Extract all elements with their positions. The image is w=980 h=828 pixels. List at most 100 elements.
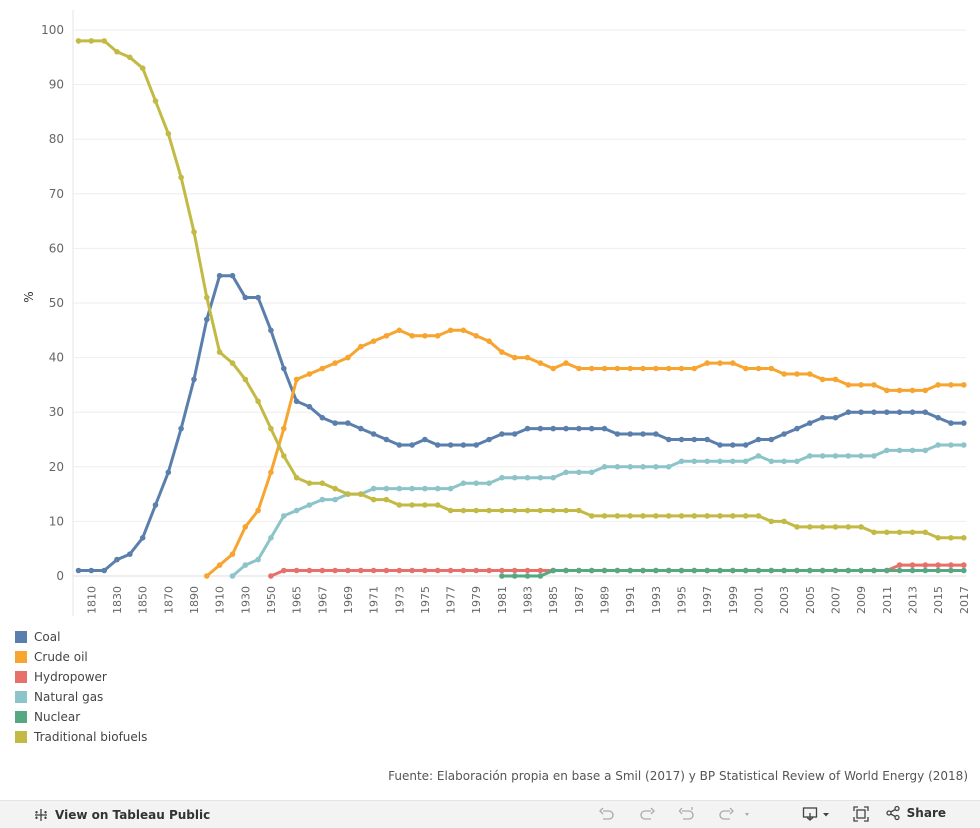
data-point-hydropower	[281, 567, 287, 574]
data-point-traditional-biofuels	[537, 507, 544, 514]
data-point-nuclear	[614, 567, 621, 574]
data-point-natural-gas	[640, 464, 646, 470]
data-point-coal	[717, 442, 723, 448]
x-tick-label: 1890	[188, 586, 201, 614]
data-point-traditional-biofuels	[961, 535, 967, 541]
legend-label: Coal	[34, 630, 61, 644]
data-point-hydropower	[422, 567, 428, 574]
data-point-crude-oil	[819, 376, 826, 383]
data-point-natural-gas	[422, 485, 428, 492]
data-point-coal	[511, 431, 518, 437]
data-point-natural-gas	[768, 458, 775, 465]
data-point-hydropower	[306, 567, 313, 574]
x-tick-label: 1971	[368, 586, 381, 614]
data-point-traditional-biofuels	[653, 513, 659, 519]
data-point-natural-gas	[537, 474, 544, 481]
data-point-traditional-biofuels	[627, 513, 633, 519]
legend-item-traditional-biofuels[interactable]: Traditional biofuels	[15, 727, 147, 747]
legend-label: Hydropower	[34, 670, 107, 684]
undo-icon[interactable]	[598, 805, 616, 823]
data-point-hydropower	[268, 573, 274, 579]
data-point-natural-gas	[447, 485, 454, 492]
data-point-nuclear	[499, 573, 505, 579]
line-chart: 0 10 20 30 40 50 60 70 80 90 100% 1810 1830 1850 1870 1…	[22, 10, 971, 616]
data-point-natural-gas	[665, 464, 672, 470]
data-point-traditional-biofuels	[730, 513, 736, 519]
data-point-traditional-biofuels	[191, 229, 197, 235]
data-point-traditional-biofuels	[114, 49, 120, 55]
view-on-tableau-button[interactable]: View on Tableau Public	[33, 807, 210, 823]
data-point-hydropower	[319, 567, 326, 574]
data-point-natural-gas	[961, 442, 967, 448]
data-point-crude-oil	[499, 349, 505, 355]
revert-icon[interactable]	[678, 805, 696, 823]
data-point-nuclear	[935, 567, 941, 574]
data-point-coal	[961, 420, 967, 426]
x-tick-label: 1967	[316, 586, 329, 614]
data-point-coal	[281, 365, 287, 372]
share-label: Share	[906, 806, 946, 820]
data-point-traditional-biofuels	[358, 491, 364, 497]
data-point-crude-oil	[345, 354, 351, 361]
data-point-natural-gas	[268, 535, 274, 541]
data-point-coal	[781, 431, 787, 437]
data-point-nuclear	[807, 567, 813, 574]
data-point-hydropower	[332, 567, 338, 574]
x-tick-label: 2017	[958, 586, 971, 614]
data-point-hydropower	[358, 567, 364, 574]
data-point-traditional-biofuels	[819, 524, 826, 530]
data-point-traditional-biofuels	[755, 513, 762, 519]
data-point-crude-oil	[807, 371, 813, 377]
data-point-crude-oil	[768, 365, 775, 372]
data-point-traditional-biofuels	[499, 507, 505, 514]
data-point-hydropower	[396, 567, 403, 574]
data-point-natural-gas	[909, 447, 916, 454]
data-point-natural-gas	[935, 442, 941, 448]
data-point-crude-oil	[319, 365, 326, 372]
data-point-traditional-biofuels	[614, 513, 621, 519]
data-point-coal	[614, 431, 621, 437]
download-icon[interactable]	[802, 805, 832, 823]
data-point-crude-oil	[460, 327, 467, 334]
data-point-coal	[550, 425, 556, 432]
data-point-hydropower	[486, 567, 492, 574]
data-point-traditional-biofuels	[409, 502, 415, 508]
fullscreen-icon[interactable]	[852, 805, 870, 823]
legend-item-natural-gas[interactable]: Natural gas	[15, 687, 147, 707]
data-point-coal	[576, 425, 582, 432]
data-point-hydropower	[948, 562, 954, 568]
data-point-coal	[101, 567, 107, 574]
pause-updates-icon[interactable]	[716, 805, 750, 823]
legend-item-hydropower[interactable]: Hydropower	[15, 667, 147, 687]
data-point-traditional-biofuels	[871, 529, 877, 536]
data-point-hydropower	[922, 562, 929, 568]
data-point-coal	[191, 376, 197, 383]
legend-swatch	[15, 671, 27, 683]
data-point-coal	[601, 425, 608, 432]
data-point-nuclear	[819, 567, 826, 574]
data-point-natural-gas	[460, 480, 467, 487]
data-point-traditional-biofuels	[742, 513, 749, 519]
legend-item-crude-oil[interactable]: Crude oil	[15, 647, 147, 667]
data-point-nuclear	[909, 567, 916, 574]
data-point-crude-oil	[871, 382, 877, 388]
data-point-natural-gas	[486, 480, 492, 487]
data-point-crude-oil	[755, 365, 762, 372]
data-point-crude-oil	[704, 360, 710, 366]
x-tick-label: 1999	[727, 586, 740, 614]
data-point-nuclear	[742, 567, 749, 574]
share-button[interactable]: Share	[885, 805, 946, 821]
data-point-traditional-biofuels	[563, 507, 569, 514]
data-point-coal	[88, 567, 95, 574]
data-point-coal	[242, 294, 249, 301]
data-point-traditional-biofuels	[139, 65, 146, 71]
data-point-crude-oil	[922, 387, 929, 394]
data-point-natural-gas	[896, 447, 903, 454]
data-point-traditional-biofuels	[896, 529, 903, 536]
legend-item-coal[interactable]: Coal	[15, 627, 147, 647]
legend-item-nuclear[interactable]: Nuclear	[15, 707, 147, 727]
redo-icon[interactable]	[638, 805, 656, 823]
data-point-coal	[499, 431, 505, 437]
data-point-hydropower	[499, 567, 505, 574]
data-point-traditional-biofuels	[306, 480, 313, 487]
